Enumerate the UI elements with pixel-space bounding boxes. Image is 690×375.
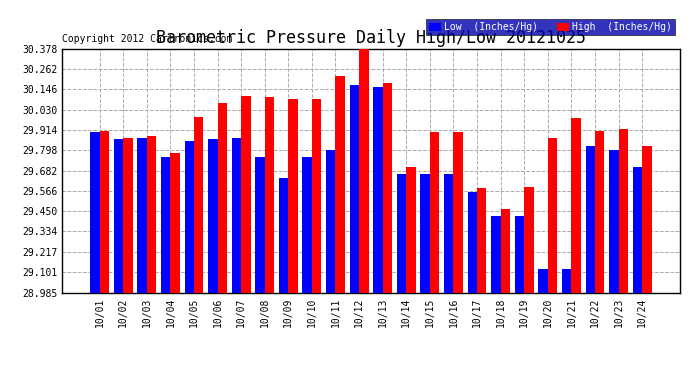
Bar bbox=[383, 83, 392, 292]
Bar bbox=[350, 85, 359, 292]
Bar bbox=[618, 129, 628, 292]
Bar bbox=[208, 140, 217, 292]
Bar bbox=[453, 132, 463, 292]
Bar bbox=[359, 46, 368, 292]
Title: Barometric Pressure Daily High/Low 20121025: Barometric Pressure Daily High/Low 20121… bbox=[156, 29, 586, 47]
Bar bbox=[124, 138, 132, 292]
Legend: Low  (Inches/Hg), High  (Inches/Hg): Low (Inches/Hg), High (Inches/Hg) bbox=[426, 20, 675, 35]
Bar bbox=[147, 136, 156, 292]
Bar bbox=[491, 216, 501, 292]
Bar bbox=[184, 141, 194, 292]
Bar bbox=[524, 187, 533, 292]
Bar bbox=[194, 117, 204, 292]
Bar bbox=[562, 269, 571, 292]
Bar bbox=[114, 140, 124, 292]
Bar bbox=[288, 99, 298, 292]
Bar bbox=[586, 146, 595, 292]
Bar bbox=[265, 98, 274, 292]
Text: Copyright 2012 Cartronics.com: Copyright 2012 Cartronics.com bbox=[62, 34, 233, 44]
Bar bbox=[420, 174, 430, 292]
Bar bbox=[90, 132, 99, 292]
Bar bbox=[595, 130, 604, 292]
Bar bbox=[642, 146, 651, 292]
Bar bbox=[477, 188, 486, 292]
Bar bbox=[326, 150, 335, 292]
Bar bbox=[444, 174, 453, 292]
Bar bbox=[538, 269, 548, 292]
Bar bbox=[99, 130, 109, 292]
Bar bbox=[571, 118, 581, 292]
Bar bbox=[232, 138, 241, 292]
Bar bbox=[609, 150, 618, 292]
Bar bbox=[255, 157, 265, 292]
Bar bbox=[217, 103, 227, 292]
Bar bbox=[633, 167, 642, 292]
Bar bbox=[406, 167, 415, 292]
Bar bbox=[515, 216, 524, 292]
Bar bbox=[312, 99, 322, 292]
Bar bbox=[161, 157, 170, 292]
Bar bbox=[241, 96, 250, 292]
Bar bbox=[397, 174, 406, 292]
Bar bbox=[373, 87, 383, 292]
Bar bbox=[302, 157, 312, 292]
Bar bbox=[501, 209, 510, 292]
Bar bbox=[335, 76, 345, 292]
Bar bbox=[137, 138, 147, 292]
Bar bbox=[430, 132, 440, 292]
Bar bbox=[468, 192, 477, 292]
Bar bbox=[548, 138, 558, 292]
Bar bbox=[170, 153, 180, 292]
Bar bbox=[279, 178, 288, 292]
